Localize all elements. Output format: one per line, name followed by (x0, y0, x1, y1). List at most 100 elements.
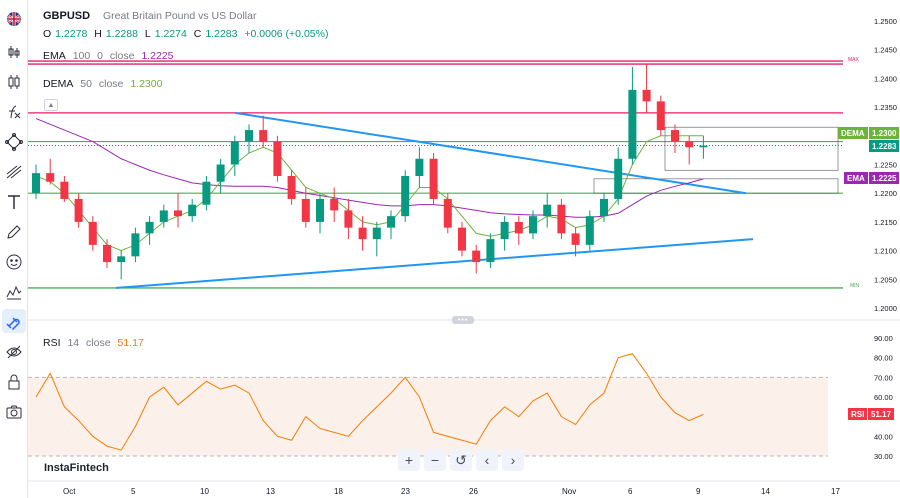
candle-down (656, 101, 665, 131)
candle-down (429, 158, 438, 199)
candle-down (174, 210, 182, 217)
candle-down (74, 198, 83, 222)
candle-down (685, 141, 694, 148)
candle-up (401, 175, 410, 217)
zoom-out-button[interactable]: − (424, 449, 446, 471)
candle-up (145, 221, 154, 234)
collapse-legend-button[interactable]: ▲ (44, 99, 58, 111)
rsi-label-badge: RSI (848, 408, 868, 420)
ema-price-badge: 1.2225 (869, 172, 900, 184)
open-label: O (43, 28, 52, 40)
candle-down (642, 89, 651, 102)
ema-legend[interactable]: EMA 100 0 close 1.2225 (43, 50, 177, 62)
emoji-icon[interactable] (2, 250, 26, 274)
range-box-lower (593, 178, 839, 194)
time-tick-label: 6 (628, 487, 633, 496)
flag-icon[interactable] (2, 7, 26, 31)
candle-up (372, 227, 381, 240)
candle-down (443, 198, 452, 228)
candle-down (358, 227, 367, 240)
candle-up (585, 216, 594, 245)
dema-value: 1.2300 (130, 78, 163, 90)
candle-up (216, 164, 225, 182)
rsi-line (35, 353, 704, 451)
ema-offset: 0 (97, 50, 103, 62)
candle-up (230, 141, 239, 165)
pane-divider-handle[interactable]: ••• (452, 316, 474, 324)
candle-down (671, 130, 679, 142)
hide-icon[interactable] (2, 340, 26, 364)
time-tick-label: Oct (63, 487, 76, 496)
price-tick-label: 1.2050 (874, 275, 897, 284)
candle-down (88, 221, 97, 245)
time-tick-label: 17 (831, 487, 840, 496)
price-tick-label: 1.2150 (874, 218, 897, 227)
price-tick-label: 1.2000 (874, 304, 897, 313)
candle-up (387, 216, 395, 228)
time-tick-label: 9 (696, 487, 701, 496)
magnet-icon[interactable] (2, 309, 26, 333)
price-tick-label: 1.2500 (874, 17, 897, 26)
candle-up (188, 204, 197, 217)
candle-down (103, 244, 111, 263)
text-icon[interactable] (2, 190, 26, 214)
candle-up (529, 216, 537, 234)
dema-legend[interactable]: DEMA 50 close 1.2300 (43, 78, 166, 90)
ema-length: 100 (72, 50, 91, 62)
candle-down (514, 221, 523, 234)
price-tick-label: 1.2250 (874, 161, 897, 170)
candle-up (32, 173, 40, 194)
scroll-back-button[interactable]: ‹ (476, 449, 498, 471)
time-tick-label: 5 (131, 487, 136, 496)
candle-up (117, 256, 126, 263)
brush-icon[interactable] (2, 220, 26, 244)
lower-trendline (115, 238, 754, 289)
price-tick-label: 1.2200 (874, 189, 897, 198)
candle-up (614, 158, 623, 199)
candle-up (500, 221, 509, 240)
trend-line-icon[interactable] (2, 160, 26, 184)
lock-icon[interactable] (2, 370, 26, 394)
time-tick-label: 10 (200, 487, 209, 496)
candle-down (46, 173, 55, 182)
upper-trendline (234, 111, 747, 195)
pattern-icon[interactable] (2, 280, 26, 304)
candle-down (472, 250, 481, 263)
camera-icon[interactable] (2, 400, 26, 424)
chart-navigation: + − ↺ ‹ › (398, 449, 524, 471)
rsi-band (28, 377, 828, 456)
candle-down (60, 181, 69, 199)
rsi-legend[interactable]: RSI 14 close 51.17 (43, 337, 148, 349)
price-tick-label: 1.2350 (874, 103, 897, 112)
dema-name: DEMA (43, 78, 74, 90)
zoom-in-button[interactable]: + (398, 449, 420, 471)
min-marker: MIN (850, 283, 860, 289)
symbol-name: Great Britain Pound vs US Dollar (102, 10, 257, 22)
dema-source: close (98, 78, 124, 90)
reset-chart-button[interactable]: ↺ (450, 449, 472, 471)
rsi-length: 14 (67, 337, 80, 349)
chart-area[interactable]: MAXMIN1.25001.24501.24001.23501.23001.22… (28, 0, 900, 498)
fx-icon[interactable] (2, 100, 26, 124)
rsi-tick-label: 80.00 (874, 354, 893, 363)
close-value: 1.2283 (205, 28, 238, 40)
time-tick-label: 26 (469, 487, 478, 496)
time-tick-label: 14 (761, 487, 770, 496)
crosshair-icon[interactable] (2, 130, 26, 154)
price-tick-label: 1.2400 (874, 74, 897, 83)
dema-price-badge: 1.2300 (869, 127, 900, 139)
bars-icon[interactable] (2, 70, 26, 94)
dema-length: 50 (80, 78, 92, 90)
candle-down (330, 198, 339, 211)
symbol-ticker[interactable]: GBPUSD (43, 10, 91, 22)
ema-name: EMA (43, 50, 66, 62)
price-chart[interactable]: MAXMIN1.25001.24501.24001.23501.23001.22… (28, 0, 900, 498)
candle-up (699, 145, 708, 148)
candle-type-icon[interactable] (2, 40, 26, 64)
scroll-forward-button[interactable]: › (502, 449, 524, 471)
candle-down (287, 175, 296, 199)
range-box-upper (664, 126, 839, 171)
rsi-value: 51.17 (117, 337, 144, 349)
change-value: +0.0006 (+0.05%) (244, 28, 329, 40)
candle-down (458, 227, 466, 251)
